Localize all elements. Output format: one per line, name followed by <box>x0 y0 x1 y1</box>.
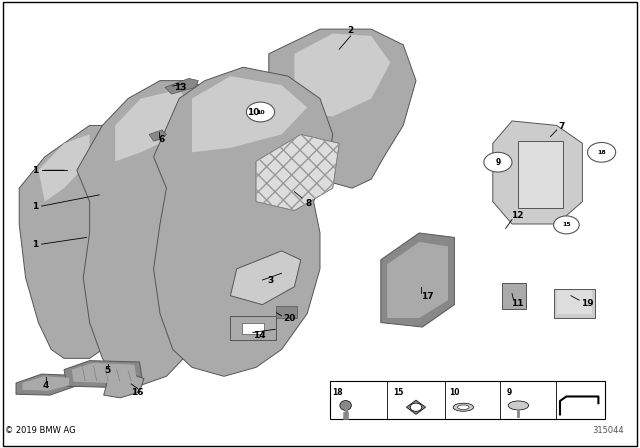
Ellipse shape <box>508 401 529 410</box>
Polygon shape <box>104 374 144 398</box>
Text: 14: 14 <box>253 331 266 340</box>
Text: © 2019 BMW AG: © 2019 BMW AG <box>5 426 76 435</box>
Circle shape <box>588 142 616 162</box>
Text: 315044: 315044 <box>593 426 624 435</box>
Bar <box>557 290 592 314</box>
Polygon shape <box>77 81 224 385</box>
Text: 18: 18 <box>333 388 343 396</box>
Polygon shape <box>518 141 563 208</box>
Circle shape <box>484 152 512 172</box>
Text: 20: 20 <box>283 314 296 323</box>
Polygon shape <box>115 90 192 161</box>
Bar <box>242 323 264 334</box>
Polygon shape <box>19 125 141 358</box>
Polygon shape <box>269 29 416 188</box>
Circle shape <box>246 102 275 122</box>
Text: 17: 17 <box>421 292 434 301</box>
Polygon shape <box>154 67 333 376</box>
Polygon shape <box>230 251 301 305</box>
Polygon shape <box>256 134 339 211</box>
Text: 9: 9 <box>495 158 500 167</box>
Polygon shape <box>72 363 136 383</box>
Text: 1: 1 <box>32 166 38 175</box>
Text: 7: 7 <box>559 122 565 131</box>
Bar <box>330 381 605 419</box>
Polygon shape <box>192 76 307 152</box>
Text: 10: 10 <box>449 388 460 396</box>
Text: 10: 10 <box>246 108 259 116</box>
Polygon shape <box>381 233 454 327</box>
Text: 9: 9 <box>506 388 511 396</box>
Text: 6: 6 <box>159 135 165 144</box>
Text: 16: 16 <box>131 388 144 396</box>
Ellipse shape <box>453 403 474 411</box>
Polygon shape <box>406 400 426 414</box>
Text: 15: 15 <box>394 388 404 396</box>
Polygon shape <box>294 34 390 116</box>
Bar <box>276 306 297 318</box>
Text: 5: 5 <box>104 366 111 375</box>
Text: 15: 15 <box>562 222 571 228</box>
Polygon shape <box>38 134 90 202</box>
Bar <box>230 316 276 340</box>
Polygon shape <box>493 121 582 224</box>
Text: 1: 1 <box>32 202 38 211</box>
Polygon shape <box>149 130 166 141</box>
Ellipse shape <box>458 405 469 409</box>
Polygon shape <box>165 78 198 94</box>
Text: 18: 18 <box>597 150 606 155</box>
Text: 13: 13 <box>174 83 187 92</box>
Polygon shape <box>16 374 76 395</box>
Ellipse shape <box>340 401 351 410</box>
Text: 4: 4 <box>43 381 49 390</box>
Text: 10: 10 <box>256 109 265 115</box>
Bar <box>502 283 526 309</box>
Circle shape <box>554 216 579 234</box>
Text: 19: 19 <box>581 299 594 308</box>
Ellipse shape <box>410 403 422 411</box>
Text: 11: 11 <box>511 299 524 308</box>
Bar <box>554 289 595 318</box>
Text: 3: 3 <box>267 276 273 284</box>
Polygon shape <box>22 376 69 391</box>
Polygon shape <box>387 242 448 318</box>
Text: 2: 2 <box>348 26 354 35</box>
Text: 12: 12 <box>511 211 524 220</box>
Text: 1: 1 <box>32 240 38 249</box>
Polygon shape <box>64 361 142 388</box>
Text: 8: 8 <box>305 199 312 208</box>
